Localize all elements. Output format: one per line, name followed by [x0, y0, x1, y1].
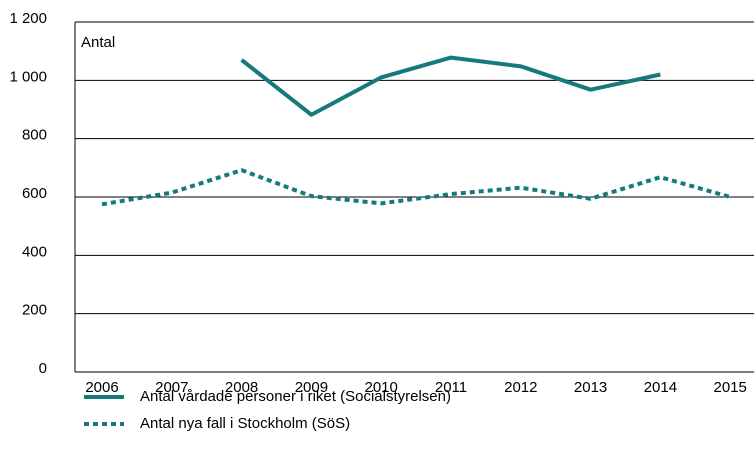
x-tick-label: 2014	[644, 379, 677, 396]
y-axis-label: Antal	[81, 34, 115, 51]
series-line	[240, 55, 661, 117]
y-tick-label: 1 000	[9, 68, 47, 85]
x-tick-label: 2011	[435, 379, 467, 396]
y-tick-label: 1 200	[9, 10, 47, 27]
y-tick-label: 0	[39, 360, 47, 377]
x-tick-label: 2012	[504, 379, 537, 396]
y-tick-label: 800	[22, 127, 47, 144]
x-tick-label: 2010	[365, 379, 398, 396]
x-tick-label: 2013	[574, 379, 607, 396]
x-tick-label: 2007	[155, 379, 188, 396]
legend-label: Antal nya fall i Stockholm (SöS)	[140, 415, 350, 432]
y-tick-label: 400	[22, 243, 47, 260]
x-tick-label: 2009	[295, 379, 328, 396]
legend-label: Antal vårdade personer i riket (Socialst…	[140, 388, 451, 405]
x-tick-label: 2008	[225, 379, 258, 396]
x-tick-label: 2006	[85, 379, 118, 396]
series-line	[101, 168, 731, 207]
x-tick-label: 2015	[714, 379, 747, 396]
y-tick-label: 600	[22, 185, 47, 202]
y-tick-label: 200	[22, 302, 47, 319]
